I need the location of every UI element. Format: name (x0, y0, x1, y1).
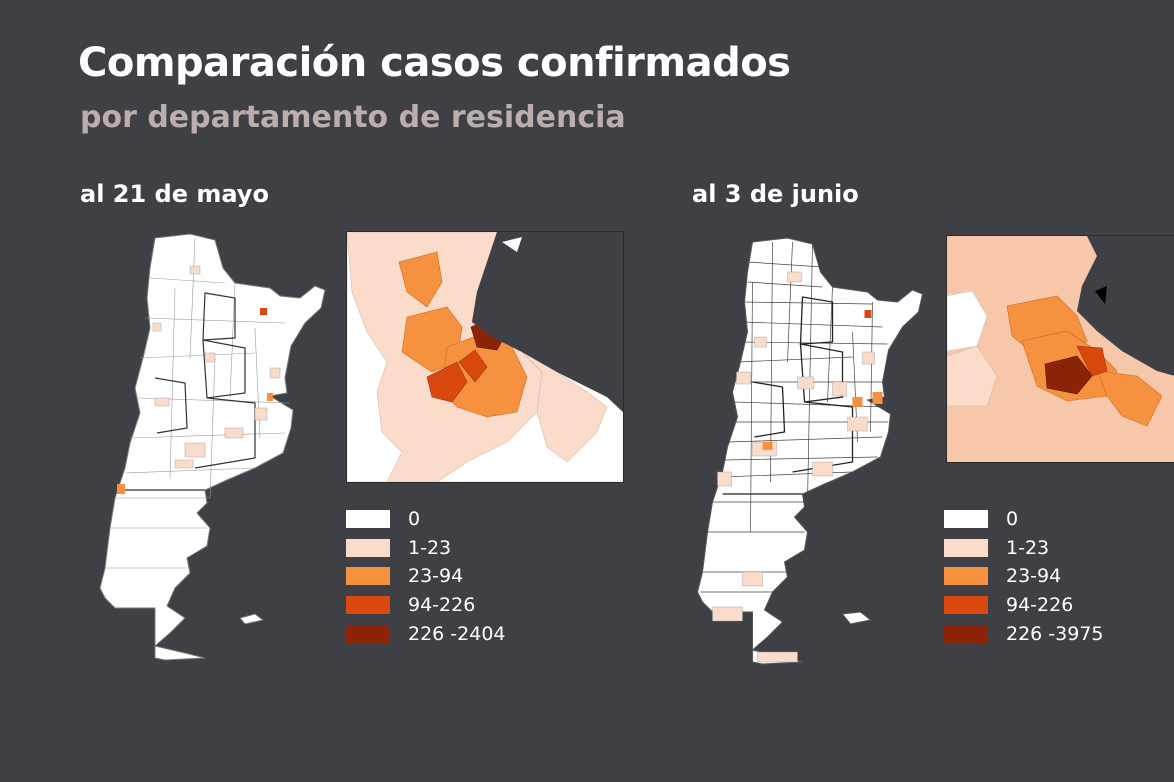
legend-swatch (944, 624, 988, 643)
inset-map-may (346, 231, 624, 483)
legend-label: 0 (408, 508, 421, 531)
legend-swatch (346, 538, 390, 557)
legend-item: 0 (944, 505, 1104, 534)
legend-label: 23-94 (408, 565, 464, 588)
legend-swatch (346, 510, 390, 529)
legend-may: 0 1-23 23-94 94-226 226 -2404 (346, 505, 506, 648)
legend-swatch (346, 596, 390, 615)
legend-swatch (944, 596, 988, 615)
argentina-map-june (696, 237, 924, 665)
legend-label: 226 -3975 (1006, 622, 1104, 645)
panel-label-june: al 3 de junio (692, 180, 859, 208)
legend-item: 1-23 (346, 534, 506, 563)
legend-label: 23-94 (1006, 565, 1062, 588)
legend-swatch (944, 567, 988, 586)
legend-item: 0 (346, 505, 506, 534)
legend-item: 226 -3975 (944, 619, 1104, 648)
legend-label: 226 -2404 (408, 622, 506, 645)
legend-label: 0 (1006, 508, 1019, 531)
legend-swatch (346, 624, 390, 643)
legend-swatch (346, 567, 390, 586)
legend-item: 94-226 (944, 591, 1104, 620)
legend-label: 1-23 (408, 536, 452, 559)
argentina-map-may (99, 233, 326, 661)
legend-item: 1-23 (944, 534, 1104, 563)
legend-item: 23-94 (346, 562, 506, 591)
panel-label-may: al 21 de mayo (80, 180, 269, 208)
legend-label: 94-226 (408, 594, 476, 617)
legend-label: 1-23 (1006, 536, 1050, 559)
legend-item: 226 -2404 (346, 619, 506, 648)
chart-subtitle: por departamento de residencia (80, 100, 626, 135)
inset-map-june (946, 235, 1174, 463)
legend-item: 23-94 (944, 562, 1104, 591)
legend-label: 94-226 (1006, 594, 1074, 617)
legend-item: 94-226 (346, 591, 506, 620)
legend-swatch (944, 538, 988, 557)
legend-swatch (944, 510, 988, 529)
legend-june: 0 1-23 23-94 94-226 226 -3975 (944, 505, 1104, 648)
chart-title: Comparación casos confirmados (78, 40, 791, 86)
